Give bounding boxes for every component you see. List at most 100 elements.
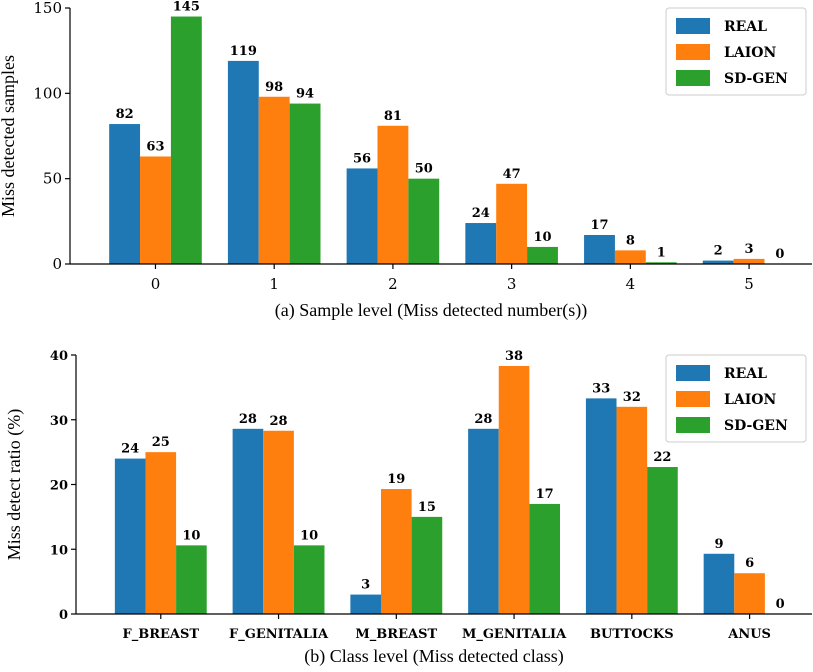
x-tick-label: ANUS [727, 627, 771, 642]
data-label-real-1: 119 [230, 44, 257, 59]
data-label-real-0: 82 [116, 107, 134, 122]
y-tick-label: 10 [50, 543, 68, 558]
x-tick-label: 1 [269, 275, 279, 293]
data-label-sd-gen-5: 0 [775, 247, 784, 262]
legend-label-laion: LAION [724, 392, 776, 408]
data-label-sd-gen-1: 94 [296, 87, 314, 102]
legend-label-sd-gen: SD-GEN [724, 418, 788, 434]
bar-real-1 [232, 428, 264, 614]
data-label-laion-2: 81 [384, 109, 402, 124]
y-tick-label: 100 [33, 84, 62, 102]
data-label-sd-gen-0: 10 [182, 528, 200, 543]
data-label-real-5: 9 [714, 537, 723, 552]
bar-sd-gen-4 [647, 467, 678, 614]
bar-real-4 [584, 234, 615, 264]
x-tick-label: M_GENITALIA [462, 627, 567, 642]
x-tick-label: F_BREAST [122, 627, 199, 642]
data-label-sd-gen-3: 17 [536, 487, 554, 502]
bar-sd-gen-1 [289, 103, 321, 264]
data-label-laion-1: 98 [265, 80, 283, 95]
data-label-laion-0: 63 [146, 139, 164, 154]
legend-label-laion: LAION [724, 45, 776, 61]
legend: REAL LAION SD-GEN [665, 354, 807, 443]
y-axis-title: Miss detected samples [0, 55, 18, 217]
bar-laion-2 [377, 125, 409, 264]
y-tick-label: 20 [50, 479, 68, 494]
data-label-sd-gen-5: 0 [776, 597, 785, 612]
bar-laion-0 [145, 452, 177, 615]
legend: REAL LAION SD-GEN [665, 7, 807, 96]
bar-real-2 [350, 594, 381, 614]
data-label-laion-5: 6 [745, 556, 754, 571]
x-tick-label: BUTTOCKS [590, 627, 674, 642]
bar-real-2 [346, 168, 378, 264]
bar-real-1 [227, 60, 259, 264]
x-axis-title: (b) Class level (Miss detected class) [304, 646, 563, 667]
data-label-laion-3: 38 [505, 349, 523, 364]
chart-panel-1: 24 28 3 28 33 9 25 28 19 38 32 6 10 10 15 17 22 0 0 10 20 30 4… [4, 349, 812, 667]
data-label-real-2: 56 [353, 151, 371, 166]
legend-swatch-laion [676, 391, 710, 407]
x-tick-label: M_BREAST [355, 627, 437, 642]
bar-sd-gen-3 [529, 503, 560, 614]
y-tick-label: 50 [43, 170, 62, 188]
data-label-real-1: 28 [239, 412, 257, 427]
data-label-laion-2: 19 [387, 472, 405, 487]
data-label-sd-gen-1: 10 [300, 528, 318, 543]
legend-label-sd-gen: SD-GEN [724, 71, 788, 87]
x-tick-label: 2 [388, 275, 398, 293]
bar-sd-gen-2 [408, 178, 440, 264]
data-label-sd-gen-0: 145 [173, 0, 200, 15]
bar-real-3 [468, 428, 499, 614]
y-tick-label: 0 [52, 255, 62, 273]
x-tick-label: 0 [151, 275, 161, 293]
legend-swatch-sd-gen [676, 417, 710, 433]
data-label-laion-1: 28 [270, 414, 288, 429]
bar-laion-3 [496, 183, 528, 264]
bar-sd-gen-1 [293, 545, 325, 614]
legend-label-real: REAL [724, 366, 767, 382]
bar-sd-gen-2 [411, 516, 443, 615]
y-axis-title: Miss detect ratio (%) [4, 409, 25, 560]
y-tick-label: 30 [50, 414, 68, 429]
data-label-laion-4: 32 [623, 390, 641, 405]
bar-real-0 [109, 124, 141, 264]
data-label-real-4: 33 [592, 381, 610, 396]
data-label-sd-gen-4: 22 [653, 450, 671, 465]
x-tick-label: 4 [626, 275, 636, 293]
x-tick-label: F_GENITALIA [229, 627, 329, 642]
bar-sd-gen-0 [176, 545, 207, 614]
x-tick-label: 5 [744, 275, 754, 293]
y-tick-label: 150 [33, 0, 62, 17]
data-label-sd-gen-3: 10 [533, 230, 551, 245]
data-label-real-4: 17 [590, 218, 608, 233]
bar-sd-gen-3 [527, 246, 558, 264]
x-axis-title: (a) Sample level (Miss detected number(s… [275, 300, 587, 321]
x-tick-label: 3 [507, 275, 517, 293]
legend-label-real: REAL [724, 19, 767, 35]
y-tick-label: 40 [50, 349, 68, 364]
bar-sd-gen-0 [170, 16, 202, 265]
bar-real-4 [585, 398, 617, 614]
data-label-real-2: 3 [361, 578, 370, 593]
bar-real-3 [465, 223, 497, 264]
data-label-sd-gen-4: 1 [657, 245, 666, 260]
bar-laion-1 [263, 430, 294, 614]
bar-laion-3 [498, 366, 530, 614]
bar-real-0 [114, 458, 146, 614]
bar-laion-5 [734, 573, 765, 614]
bar-real-5 [702, 260, 734, 264]
bar-real-5 [703, 553, 735, 614]
data-label-real-3: 28 [474, 412, 492, 427]
data-label-sd-gen-2: 50 [415, 162, 433, 177]
data-label-laion-3: 47 [503, 167, 521, 182]
bar-laion-2 [381, 489, 412, 614]
y-tick-label: 0 [59, 608, 68, 623]
bar-laion-0 [140, 156, 171, 264]
data-label-laion-0: 25 [152, 435, 170, 450]
data-label-laion-5: 3 [745, 242, 754, 257]
legend-swatch-real [676, 365, 710, 381]
data-label-real-3: 24 [472, 206, 490, 221]
data-label-real-0: 24 [121, 442, 139, 457]
